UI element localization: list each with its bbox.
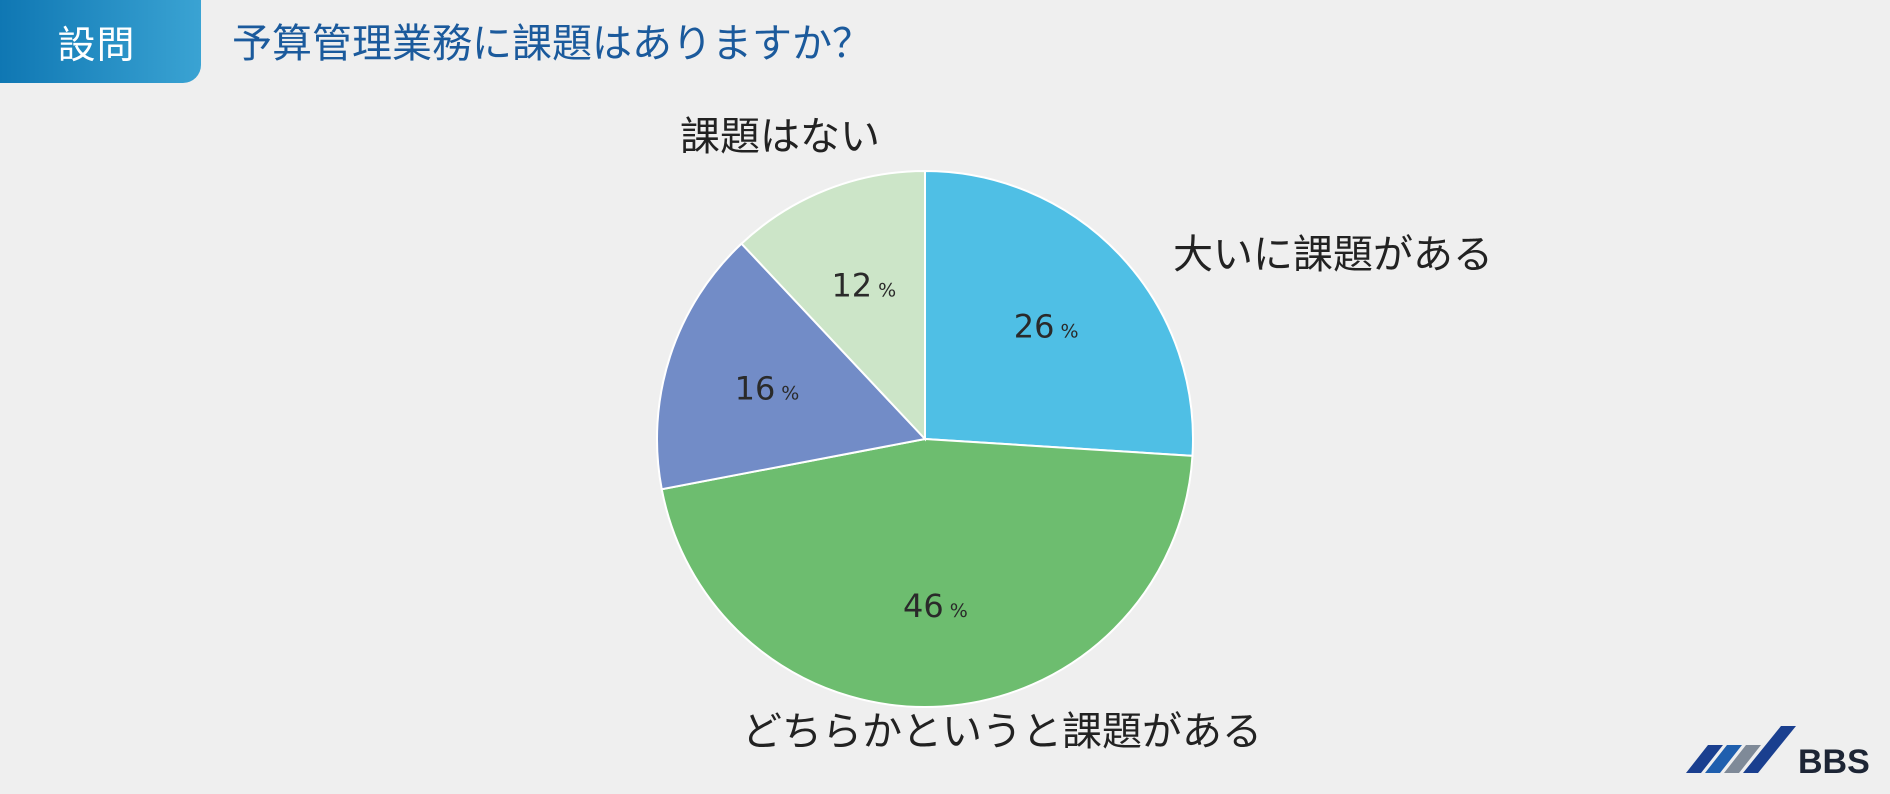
bbs-logo: BBS [1686,726,1870,778]
logo-stripe-1 [1686,745,1723,773]
question-badge-label: 設問 [57,23,136,67]
logo-stripe-4 [1743,726,1796,773]
pie-slice-1 [924,169,1194,457]
pie-value-label-4: 12% [831,267,896,305]
question-title: 予算管理業務に課題はありますか？ [232,21,872,67]
pie-category-label-2: どちらかというと課題がある [742,709,1262,755]
pie-value-label-1: 26% [1014,307,1079,345]
pie-value-label-3: 16% [735,370,800,408]
pie-slice-4 [740,169,926,442]
pie-slice-2 [660,437,1194,708]
pie-slice-3 [656,242,927,491]
logo-stripe-2 [1705,745,1742,773]
logo-text: BBS [1798,743,1870,778]
pie-category-label-1: 大いに課題がある [1173,232,1493,278]
pie-category-label-4: 課題はない [680,114,880,160]
question-badge: 設問 [0,0,201,83]
logo-stripe-3 [1724,745,1761,773]
pie-value-label-2: 46% [903,587,968,625]
